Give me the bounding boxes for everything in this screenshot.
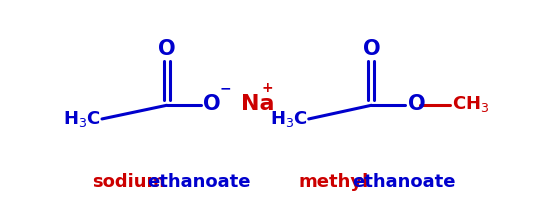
Text: −: − [219, 81, 231, 95]
Text: O: O [158, 39, 175, 59]
Text: O: O [362, 39, 380, 59]
Text: Na: Na [241, 93, 275, 114]
Text: O: O [203, 93, 221, 114]
Text: O: O [408, 93, 425, 114]
Text: ethanoate: ethanoate [147, 173, 251, 191]
Text: ethanoate: ethanoate [352, 173, 456, 191]
Text: +: + [262, 81, 273, 95]
Text: methyl: methyl [299, 173, 369, 191]
Text: H$_3$C: H$_3$C [270, 109, 307, 129]
Text: H$_3$C: H$_3$C [63, 109, 101, 129]
Text: sodium: sodium [92, 173, 166, 191]
Text: CH$_3$: CH$_3$ [452, 93, 490, 114]
